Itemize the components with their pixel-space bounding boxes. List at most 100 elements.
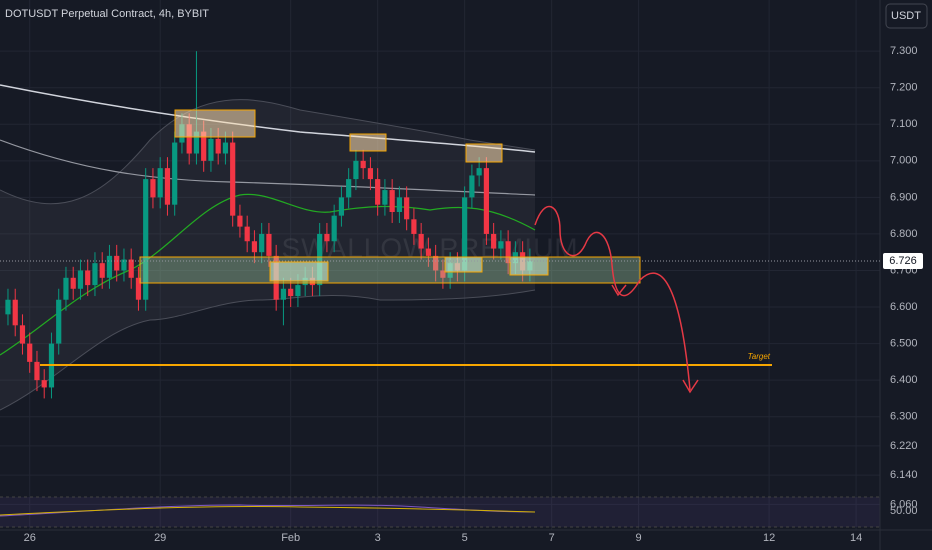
bollinger-upper [0, 99, 536, 205]
y-tick-label: 7.200 [890, 82, 918, 94]
candle-body [63, 277, 69, 300]
candle-body [70, 277, 76, 289]
y-tick-label: 6.220 [890, 440, 918, 452]
candle-body [324, 233, 330, 242]
arrow-head [611, 284, 627, 297]
candle-body [164, 168, 171, 205]
candle-body [244, 226, 250, 242]
x-tick-label: 5 [462, 532, 468, 544]
candle-body [404, 197, 410, 220]
candle-body [143, 179, 149, 300]
candle-body [317, 233, 323, 286]
candle-body [411, 219, 417, 234]
x-tick-label: 29 [154, 532, 166, 544]
candle-body [476, 168, 482, 176]
candle-body [172, 142, 178, 205]
candle-body [483, 168, 489, 234]
grid [0, 0, 880, 530]
candle-body [425, 248, 432, 256]
bollinger-lower [0, 289, 536, 411]
candle-body [440, 270, 446, 278]
y-tick-label: 6.500 [890, 337, 918, 349]
candle-body [505, 241, 511, 264]
candle-body [295, 285, 301, 297]
candle-body [135, 277, 142, 300]
touch-box [509, 256, 549, 276]
candle-body [121, 259, 127, 271]
candle-body [193, 131, 200, 154]
candles [5, 51, 533, 399]
candle-body [34, 361, 40, 381]
candle-body [280, 288, 287, 300]
candle-body [266, 233, 272, 256]
candle-body [237, 215, 243, 227]
candle-body [77, 270, 84, 289]
last-price-label: 6.726 [889, 255, 917, 267]
candle-body [208, 138, 214, 161]
candle-body [150, 179, 156, 198]
top-box [349, 133, 387, 152]
candle-body [259, 233, 265, 253]
candle-body [382, 190, 388, 205]
ma-short [0, 193, 536, 356]
candle-body [215, 138, 221, 154]
y-tick-label: 7.100 [890, 118, 918, 130]
x-tick-label: Feb [281, 532, 300, 544]
candle-body [92, 263, 98, 286]
candle-body [230, 142, 236, 216]
candle-body [201, 131, 207, 161]
y-tick-label: 6.600 [890, 301, 918, 313]
currency-label[interactable]: USDT [891, 10, 921, 22]
y-tick-label: 6.800 [890, 228, 918, 240]
candle-body [288, 288, 294, 297]
top-box [465, 143, 503, 163]
rsi-tick-label: 50.00 [890, 505, 918, 517]
candle-body [375, 179, 381, 205]
last-price-tag [883, 252, 923, 269]
target-label: Target [748, 352, 771, 361]
x-tick-label: 12 [763, 532, 775, 544]
candle-body [433, 255, 439, 271]
x-tick-label: 14 [850, 532, 862, 544]
rsi-ma [0, 506, 536, 516]
candle-body [462, 197, 468, 271]
candle-body [222, 142, 229, 154]
candle-body [12, 299, 18, 326]
axes: 7.3007.2007.1007.0006.9006.8006.7006.600… [0, 45, 923, 544]
touch-box [444, 256, 483, 273]
candle-body [389, 190, 395, 212]
candle-body [19, 325, 26, 344]
candle-body [186, 124, 192, 154]
x-tick-label: 3 [375, 532, 381, 544]
y-tick-label: 6.060 [890, 498, 918, 510]
candle-body [360, 160, 366, 169]
y-tick-label: 6.300 [890, 411, 918, 423]
x-tick-label: 9 [636, 532, 642, 544]
candle-body [331, 215, 337, 242]
touch-box [269, 261, 329, 282]
top-box [174, 109, 256, 138]
y-tick-label: 7.300 [890, 45, 918, 57]
candle-body [491, 233, 497, 249]
currency-button[interactable] [885, 3, 928, 29]
candle-body [5, 299, 11, 315]
candle-body [418, 233, 424, 249]
candle-body [367, 168, 374, 180]
candle-body [114, 255, 120, 271]
candle-body [85, 270, 91, 286]
candle-body [27, 343, 33, 362]
candle-body [396, 197, 403, 212]
y-tick-label: 7.000 [890, 155, 918, 167]
y-tick-label: 6.900 [890, 191, 918, 203]
candle-body [106, 255, 113, 278]
y-tick-label: 6.400 [890, 374, 918, 386]
projection-arrow [534, 205, 691, 391]
x-tick-label: 26 [24, 532, 36, 544]
y-tick-label: 6.140 [890, 469, 918, 481]
chart-title: DOTUSDT Perpetual Contract, 4h, BYBIT [5, 8, 209, 20]
x-tick-label: 7 [549, 532, 555, 544]
candle-body [128, 259, 134, 278]
candle-body [346, 179, 352, 198]
candle-body [99, 263, 105, 278]
candle-body [157, 168, 163, 198]
